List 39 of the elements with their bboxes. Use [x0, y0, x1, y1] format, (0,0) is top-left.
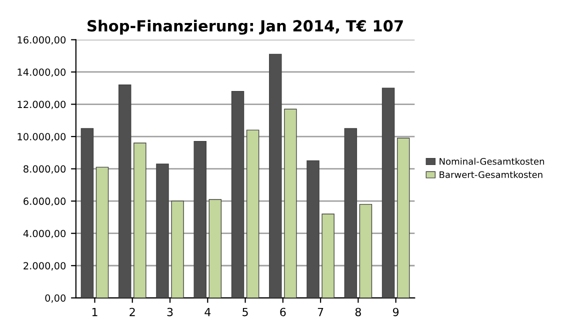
y-tick-label: 12.000,00 [18, 100, 66, 110]
bar [231, 91, 244, 298]
bar [134, 142, 146, 298]
x-tick-label: 1 [92, 308, 98, 316]
x-tick-label: 9 [392, 308, 399, 316]
bar [118, 84, 132, 298]
legend-label: Nominal-Gesamtkosten [440, 158, 544, 165]
y-tick-label: 4.000,00 [23, 230, 66, 238]
y-tick-label: 16.000,00 [18, 36, 66, 45]
y-tick-label: 10.000,00 [18, 133, 66, 142]
bar [306, 160, 320, 298]
chart-title: Shop-Finanzierung: Jan 2014, T€ 107 [88, 20, 403, 35]
bar [359, 204, 372, 298]
x-tick-label: 4 [204, 308, 211, 316]
x-tick-label: 3 [167, 308, 173, 316]
legend-label: Barwert-Gesamtkosten [440, 171, 542, 178]
bar [156, 164, 169, 298]
x-tick-label: 5 [242, 308, 248, 316]
bar [194, 141, 206, 298]
y-tick-label: 2.000,00 [24, 262, 66, 270]
bar [96, 166, 109, 298]
x-tick-label: 6 [280, 308, 286, 316]
y-tick-label: 8.000,00 [24, 165, 66, 174]
x-tick-label: 2 [130, 308, 135, 316]
y-tick-label: 0,00 [45, 294, 66, 303]
bar [396, 138, 410, 298]
bar [269, 54, 282, 298]
y-tick-label: 14.000,00 [18, 68, 66, 77]
bar [208, 199, 222, 298]
bar [382, 88, 395, 298]
bar [284, 108, 297, 298]
x-tick-label: 7 [318, 308, 324, 316]
bar [322, 214, 334, 298]
x-tick-label: 8 [355, 308, 361, 316]
y-tick-label: 6.000,00 [24, 198, 66, 206]
bar [344, 128, 358, 298]
bar [171, 200, 184, 298]
bar [80, 128, 94, 298]
bar [246, 130, 260, 298]
